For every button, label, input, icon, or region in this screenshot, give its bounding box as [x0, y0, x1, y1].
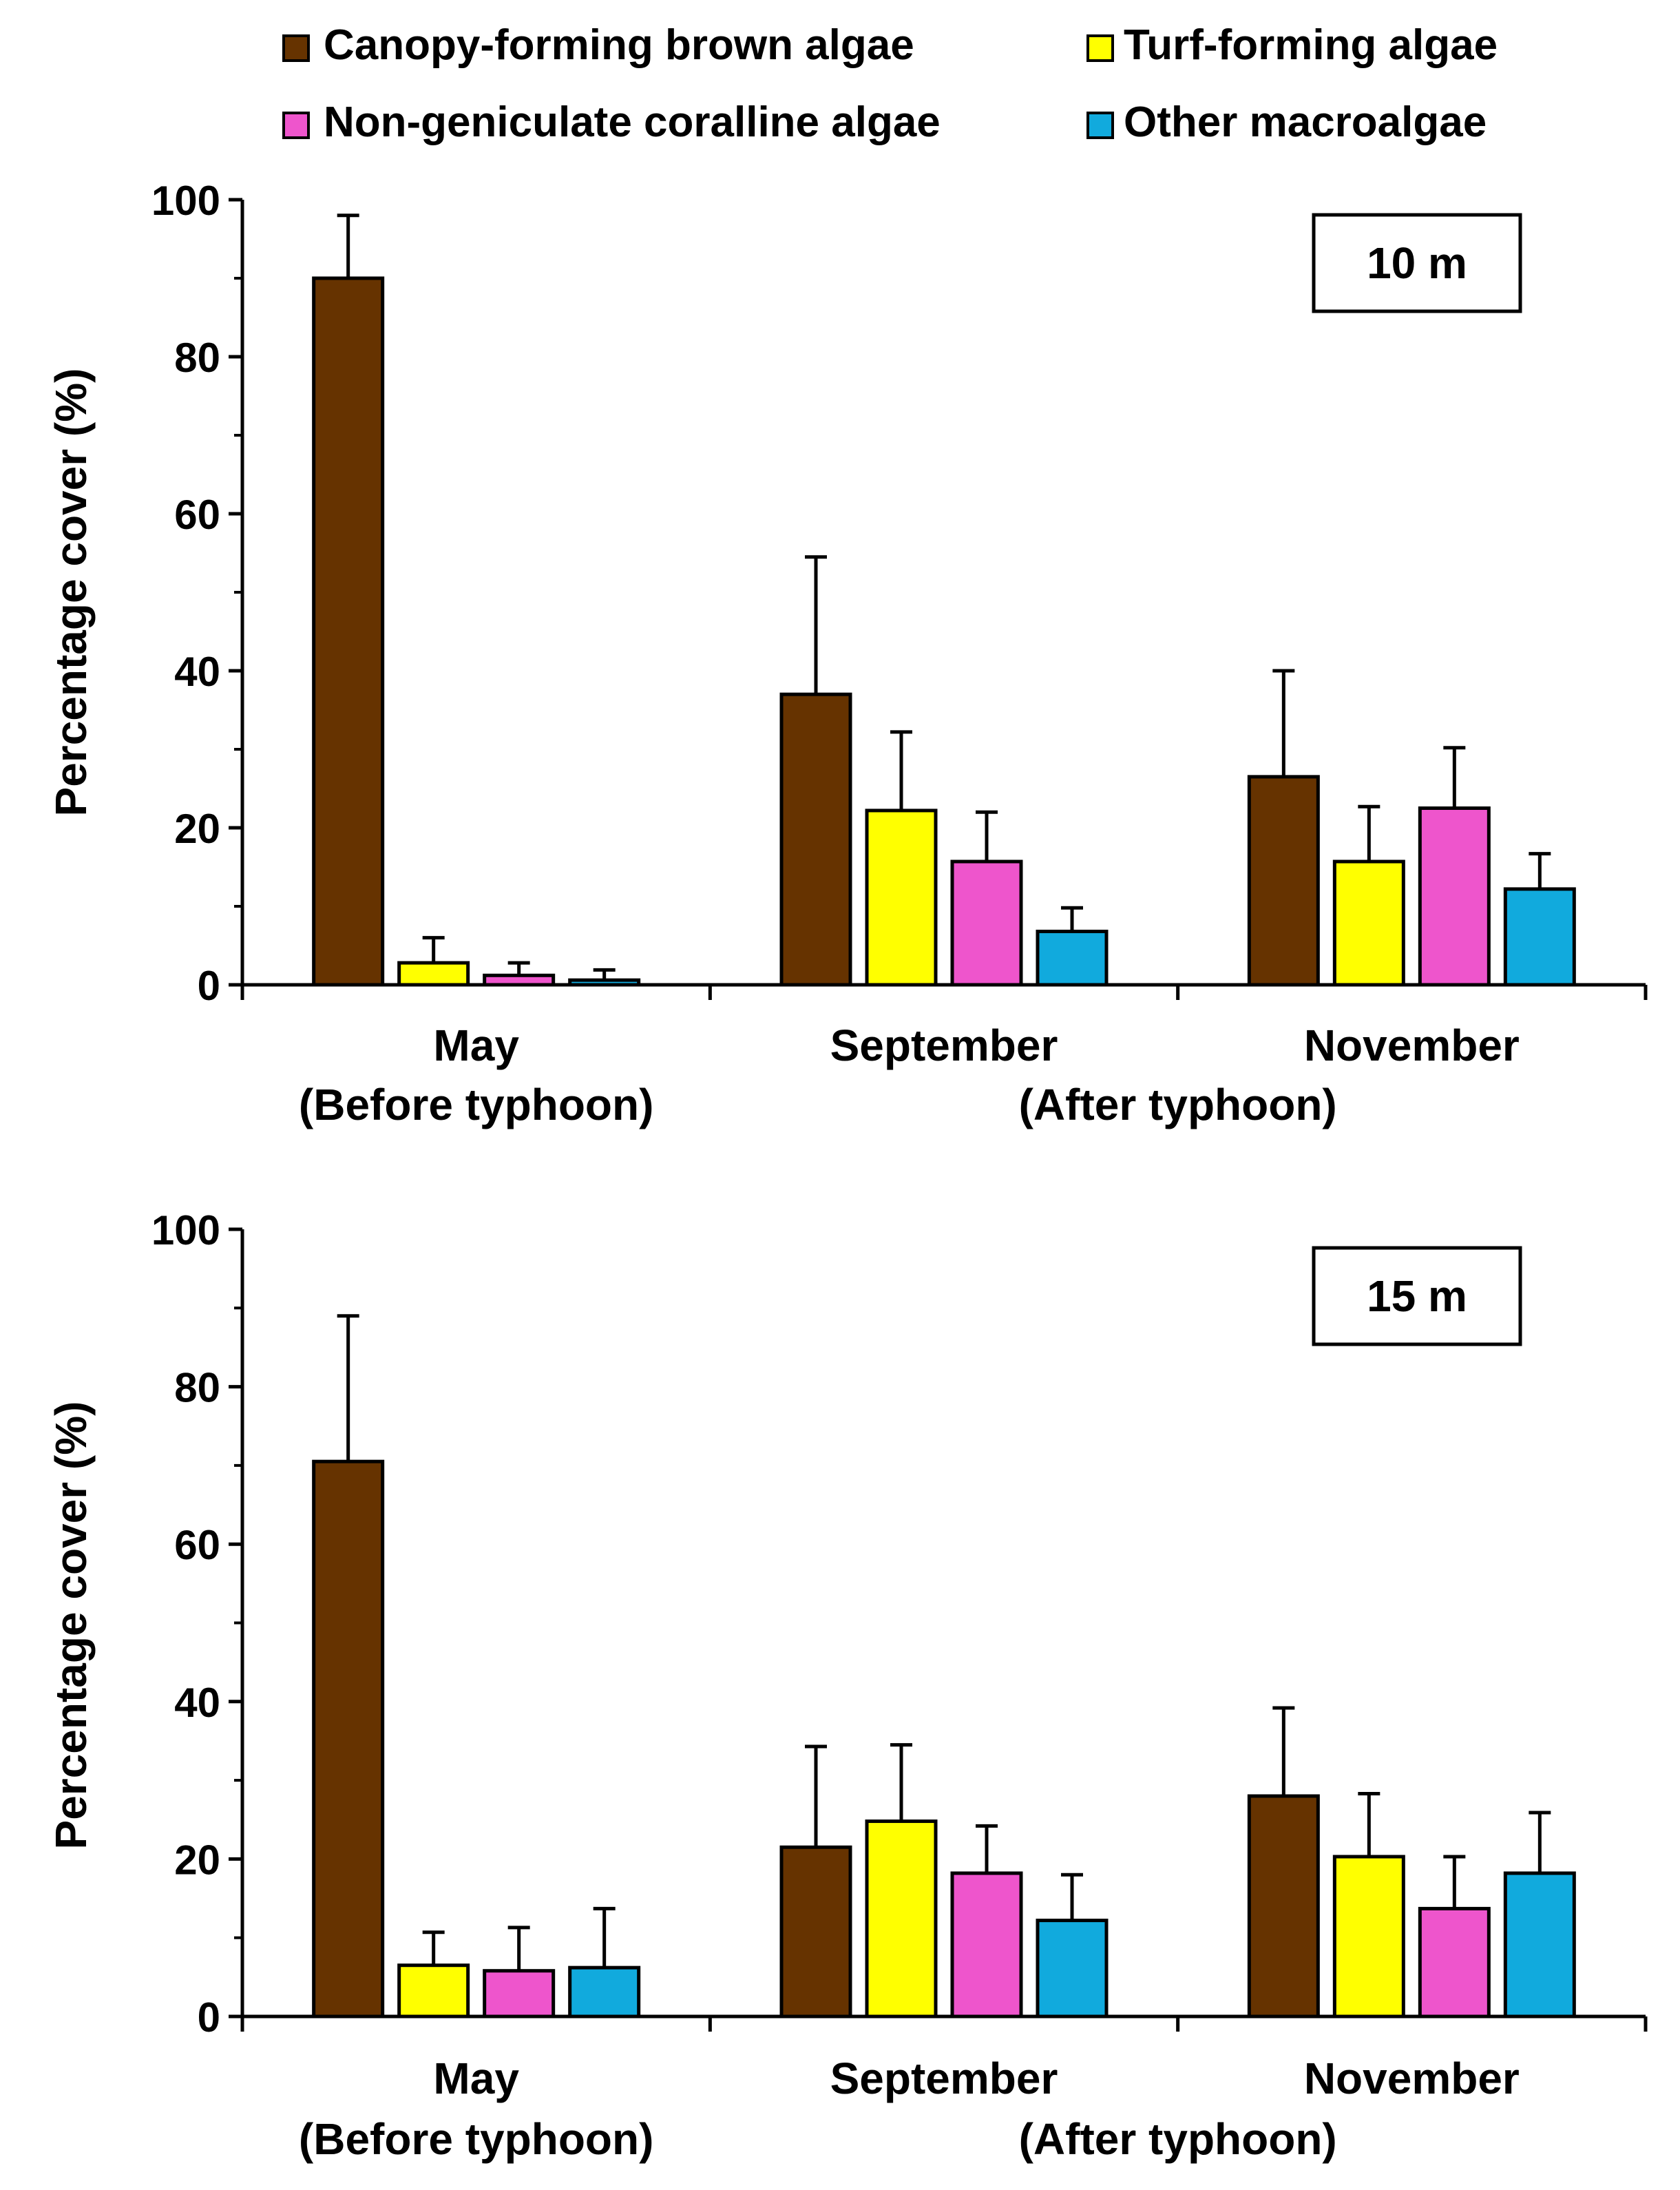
category-label: May	[433, 2054, 519, 2103]
bar	[397, 1963, 470, 2019]
bar	[568, 1965, 641, 2019]
y-tick-label: 100	[151, 178, 220, 224]
legend-swatch-coralline	[282, 112, 310, 139]
bar	[397, 961, 470, 987]
category-label: May	[433, 1021, 519, 1070]
bar	[1036, 1919, 1109, 2019]
y-axis-title: Percentage cover (%)	[46, 368, 96, 817]
bar	[779, 1845, 852, 2019]
category-sublabel: (Before typhoon)	[299, 2114, 654, 2164]
panel-label: 15 m	[1367, 1271, 1467, 1321]
y-tick-label: 60	[174, 1522, 220, 1568]
legend-swatch-canopy	[282, 34, 310, 62]
bar	[865, 809, 938, 987]
legend-label-coralline: Non-geniculate coralline algae	[324, 98, 941, 146]
bar	[1036, 929, 1109, 987]
y-tick-label: 60	[174, 492, 220, 538]
category-label: November	[1304, 2054, 1520, 2103]
bar	[1418, 1906, 1491, 2019]
legend: Canopy-forming brown algae Turf-forming …	[282, 21, 1498, 146]
panel-10m: Percentage cover (%) 0 20 40 60 80 100 May Septe…	[46, 178, 1648, 1129]
bar	[1332, 1855, 1405, 2019]
legend-swatch-turf	[1086, 34, 1114, 62]
bar	[1503, 1871, 1576, 2019]
panel-label-box	[1312, 213, 1522, 313]
category-label: September	[830, 1021, 1058, 1070]
bar	[779, 692, 852, 987]
panel-15m: Percentage cover (%) 0 20 40 60 80 100 May Septe…	[46, 1207, 1648, 2164]
panel-label-box	[1312, 1246, 1522, 1346]
bar	[1332, 859, 1405, 987]
y-axis-title: Percentage cover (%)	[46, 1401, 96, 1850]
y-tick-label: 80	[174, 335, 220, 381]
panel-label: 10 m	[1367, 238, 1467, 288]
category-sublabel: (After typhoon)	[1019, 1080, 1337, 1129]
y-tick-label: 80	[174, 1365, 220, 1411]
bar	[865, 1819, 938, 2019]
bar	[483, 1969, 556, 2019]
bar	[1503, 887, 1576, 987]
legend-label-canopy: Canopy-forming brown algae	[324, 21, 914, 69]
y-tick-label: 20	[174, 806, 220, 852]
bar	[1418, 806, 1491, 987]
bar	[568, 978, 641, 987]
y-tick-label: 40	[174, 1680, 220, 1726]
y-tick-label: 20	[174, 1837, 220, 1883]
bar	[483, 973, 556, 987]
bar	[950, 1871, 1023, 2019]
bar	[1247, 775, 1320, 987]
y-tick-label: 40	[174, 649, 220, 695]
y-tick-label: 100	[151, 1207, 220, 1253]
category-label: September	[830, 2054, 1058, 2103]
category-sublabel: (Before typhoon)	[299, 1080, 654, 1129]
bar	[1247, 1794, 1320, 2019]
category-sublabel: (After typhoon)	[1019, 2114, 1337, 2164]
category-label: November	[1304, 1021, 1520, 1070]
bar	[312, 276, 385, 987]
bar	[950, 859, 1023, 987]
y-tick-label: 0	[198, 1994, 220, 2041]
legend-label-turf: Turf-forming algae	[1124, 21, 1498, 69]
legend-label-other: Other macroalgae	[1124, 98, 1487, 146]
y-tick-label: 0	[198, 963, 220, 1009]
bar	[312, 1459, 385, 2019]
legend-swatch-other	[1086, 112, 1114, 139]
